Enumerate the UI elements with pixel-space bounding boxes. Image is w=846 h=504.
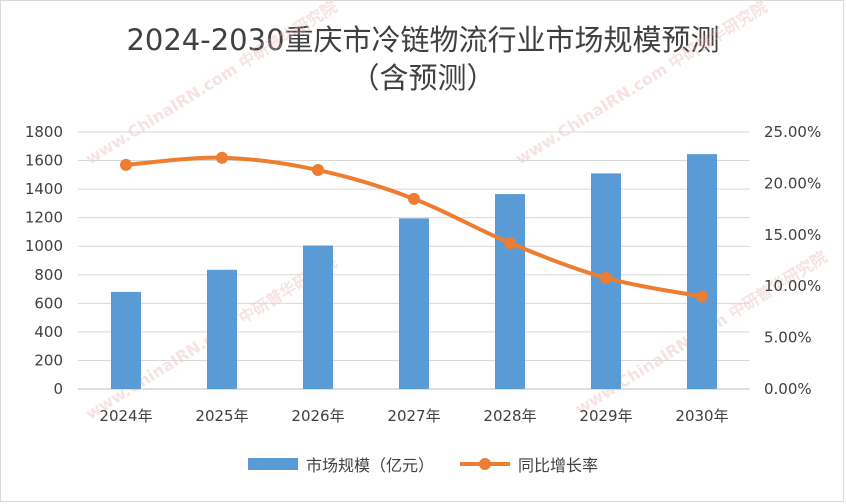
growth-rate-point	[216, 151, 228, 164]
bar	[495, 194, 525, 389]
watermark-text: www.ChinaIRN.com 中研普华研究院	[512, 0, 770, 168]
legend-swatch-line	[460, 458, 510, 470]
growth-rate-point	[504, 237, 516, 250]
bar	[687, 154, 717, 389]
legend-item-line: 同比增长率	[460, 452, 598, 476]
x-tick-label: 2027年	[387, 407, 440, 425]
legend-swatch-bar	[247, 458, 298, 470]
y-left-tick-label: 1800	[25, 123, 63, 141]
bar	[111, 291, 141, 389]
y-left-tick-label: 800	[34, 266, 63, 284]
chart-title: 2024-2030重庆市冷链物流行业市场规模预测	[126, 23, 720, 57]
y-right-tick-label: 0.00%	[764, 380, 812, 398]
y-right-tick-label: 10.00%	[764, 277, 821, 295]
legend-label-line: 同比增长率	[518, 456, 599, 475]
x-tick-label: 2030年	[675, 407, 728, 425]
y-left-tick-label: 200	[34, 351, 63, 369]
growth-rate-point	[696, 290, 708, 303]
legend-label-bar: 市场规模（亿元）	[305, 456, 434, 475]
watermark-text: www.ChinaIRN.com 中研普华研究院	[82, 0, 340, 168]
y-right-tick-label: 5.00%	[764, 329, 812, 347]
growth-rate-point	[312, 164, 324, 177]
y-right-tick-label: 15.00%	[764, 226, 821, 244]
y-left-tick-label: 1000	[25, 237, 63, 255]
y-left-tick-label: 400	[34, 323, 63, 341]
chart-subtitle: （含预测）	[350, 61, 496, 95]
y-right-tick-label: 25.00%	[764, 123, 821, 141]
x-tick-label: 2029年	[579, 407, 632, 425]
chart-legend: 市场规模（亿元） 同比增长率	[0, 452, 846, 476]
y-left-tick-label: 1600	[25, 152, 63, 170]
y-left-tick-label: 600	[34, 294, 63, 312]
x-tick-label: 2024年	[99, 407, 152, 425]
bar	[399, 218, 429, 389]
y-left-tick-label: 1400	[25, 180, 63, 198]
x-tick-label: 2028年	[483, 407, 536, 425]
growth-rate-point	[120, 158, 132, 171]
y-left-tick-label: 1200	[25, 209, 63, 227]
y-left-tick-label: 0	[53, 380, 63, 398]
y-right-tick-label: 20.00%	[764, 174, 821, 192]
growth-rate-point	[600, 271, 612, 284]
bar	[303, 245, 333, 389]
x-tick-label: 2025年	[195, 407, 248, 425]
bar	[207, 269, 237, 389]
growth-rate-point	[408, 192, 420, 205]
legend-item-bar: 市场规模（亿元）	[247, 452, 434, 476]
x-tick-label: 2026年	[291, 407, 344, 425]
